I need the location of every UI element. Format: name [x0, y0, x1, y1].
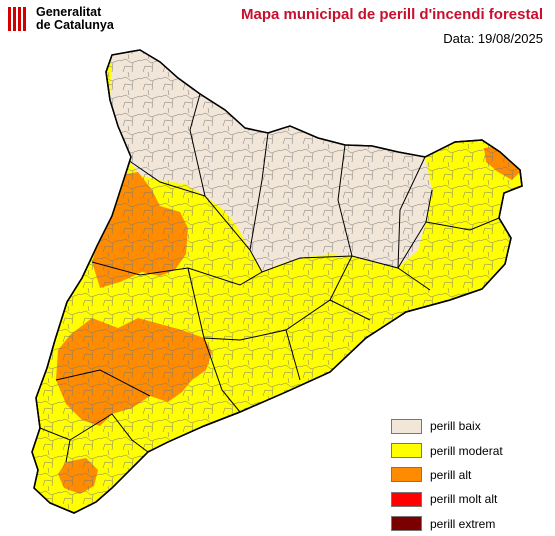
legend-swatch: [391, 467, 422, 483]
catalonia-outline: [31, 49, 523, 514]
generalitat-logo: Generalitat de Catalunya: [8, 6, 114, 32]
legend-swatch: [391, 516, 422, 532]
legend-swatch: [391, 418, 422, 434]
legend-label: perill moderat: [430, 443, 503, 458]
legend-item: perill molt alt: [391, 487, 503, 511]
legend-item: perill extrem: [391, 512, 503, 536]
senyera-logo-icon: [8, 7, 30, 31]
organization-name-line2: de Catalunya: [36, 18, 114, 32]
legend-swatch: [391, 443, 422, 459]
legend-label: perill extrem: [430, 516, 496, 531]
organization-name: Generalitat de Catalunya: [36, 6, 114, 32]
legend-swatch: [391, 491, 422, 507]
legend-item: perill baix: [391, 414, 503, 438]
map-legend: perill baix perill moderat perill alt peril…: [391, 414, 503, 536]
legend-label: perill molt alt: [430, 492, 498, 507]
map-title: Mapa municipal de perill d'incendi fores…: [241, 6, 543, 23]
organization-name-line1: Generalitat: [36, 5, 102, 19]
legend-item: perill alt: [391, 463, 503, 487]
legend-label: perill alt: [430, 467, 472, 482]
legend-label: perill baix: [430, 419, 481, 434]
comarca-boundaries: [39, 93, 500, 463]
legend-item: perill moderat: [391, 438, 503, 462]
map-date: Data: 19/08/2025: [443, 31, 543, 46]
